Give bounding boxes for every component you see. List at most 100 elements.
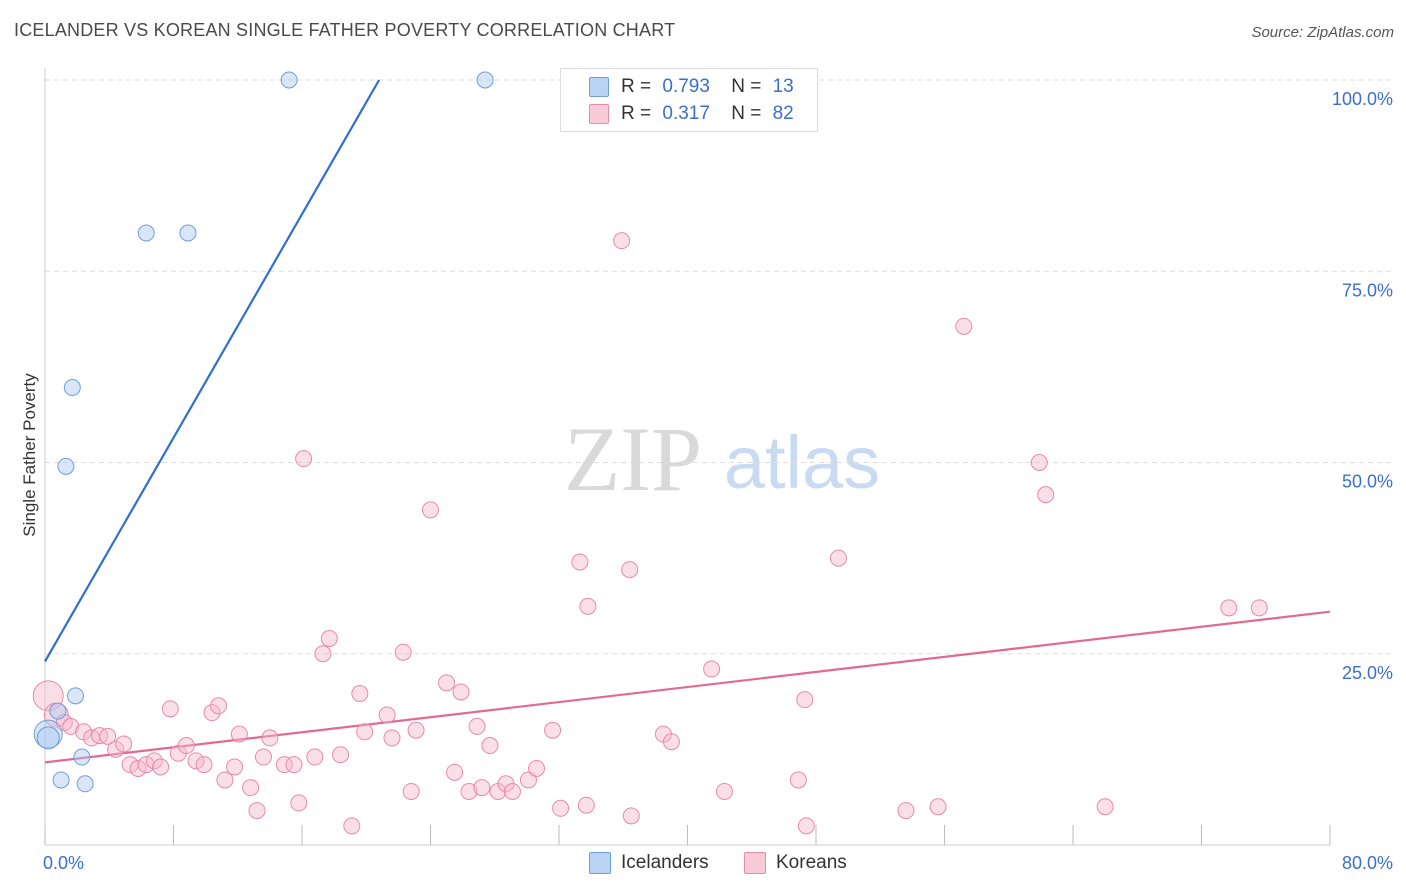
x-tick-label: 80.0% — [1342, 853, 1393, 873]
korean-point — [62, 717, 80, 735]
korean-point — [955, 317, 973, 335]
korean-point — [306, 748, 324, 766]
korean-point — [460, 782, 478, 800]
korean-point — [621, 561, 639, 579]
korean-point — [481, 737, 499, 755]
korean-point — [1220, 599, 1238, 617]
icelanders-legend-swatch — [589, 852, 611, 874]
korean-point — [242, 779, 260, 797]
korean-point — [394, 643, 412, 661]
koreans-legend-swatch — [744, 852, 766, 874]
gridlines — [45, 79, 1392, 655]
x-tick-label: 0.0% — [43, 853, 84, 873]
korean-point — [797, 817, 815, 835]
n-label: N = — [731, 76, 762, 97]
korean-point — [407, 721, 425, 739]
icelander-point — [179, 224, 197, 242]
korean-point — [314, 645, 332, 663]
korean-point — [1096, 798, 1114, 816]
icelander-point — [137, 224, 155, 242]
korean-point — [295, 450, 313, 468]
korean-point — [332, 746, 350, 764]
n-value: 13 — [772, 76, 794, 97]
watermark: ZIP atlas — [564, 408, 880, 510]
icelander-point — [57, 457, 75, 475]
korean-point — [383, 729, 401, 747]
korean-point — [1037, 486, 1055, 504]
korean-point — [137, 756, 155, 774]
korean-point — [703, 660, 721, 678]
n-value: 82 — [772, 103, 794, 124]
korean-point — [544, 721, 562, 739]
icelander-point — [476, 71, 494, 89]
y-axis-label: Single Father Poverty — [20, 373, 39, 537]
korean-point — [1250, 599, 1268, 617]
korean-point — [209, 697, 227, 715]
korean-point — [261, 729, 279, 747]
korean-point — [829, 549, 847, 567]
korean-point — [552, 799, 570, 817]
korean-point — [402, 782, 420, 800]
data-points — [32, 71, 1268, 835]
icelander-point — [63, 379, 81, 397]
korean-point — [275, 756, 293, 774]
y-tick-label: 50.0% — [1342, 472, 1393, 492]
r-label: R = — [621, 76, 652, 97]
korean-point — [452, 683, 470, 701]
legend-item-icelanders: Icelanders — [589, 852, 709, 874]
korean-point — [579, 597, 597, 615]
korean-point — [929, 798, 947, 816]
korean-point — [613, 232, 631, 250]
korean-point — [230, 725, 248, 743]
korean-point — [290, 794, 308, 812]
korean-point — [248, 802, 266, 820]
icelander-point — [76, 775, 94, 793]
korean-point — [1030, 454, 1048, 471]
axes — [44, 68, 1331, 846]
tick-labels: 25.0% 50.0% 75.0% 100.0% 0.0% 80.0% — [43, 89, 1393, 873]
chart-title: ICELANDER VS KOREAN SINGLE FATHER POVERT… — [14, 20, 676, 40]
legend-label-koreans: Koreans — [776, 852, 847, 873]
icelander-point — [33, 719, 63, 749]
korean-point — [468, 717, 486, 735]
korean-point — [662, 733, 680, 751]
source-label: Source: ZipAtlas.com — [1251, 24, 1394, 41]
korean-point — [195, 756, 213, 774]
korean-point — [422, 501, 439, 519]
korean-point — [789, 771, 807, 789]
korean-point — [203, 704, 221, 722]
y-tick-label: 75.0% — [1342, 280, 1393, 300]
korean-point — [161, 700, 179, 718]
korean-point — [320, 629, 338, 647]
r-value: 0.793 — [662, 76, 710, 97]
koreans-trend-line — [44, 610, 1331, 764]
korean-point — [577, 796, 595, 814]
icelanders-trend-line — [44, 79, 381, 662]
korean-point — [622, 807, 640, 825]
korean-point — [503, 782, 521, 800]
korean-point — [216, 771, 234, 789]
korean-point — [897, 802, 915, 820]
korean-point — [115, 735, 133, 753]
r-value: 0.317 — [662, 103, 710, 124]
korean-point — [446, 763, 464, 781]
korean-point — [378, 706, 396, 724]
legend-item-koreans: Koreans — [744, 852, 847, 874]
trend-lines — [44, 79, 1331, 764]
korean-point — [351, 685, 369, 703]
korean-point — [796, 691, 814, 709]
icelanders-swatch — [589, 77, 609, 97]
korean-point — [473, 779, 491, 797]
y-tick-label: 25.0% — [1342, 663, 1393, 683]
korean-point — [129, 760, 147, 777]
icelander-point — [67, 687, 85, 705]
y-tick-label: 100.0% — [1332, 89, 1393, 109]
korean-point — [571, 553, 589, 571]
koreans-swatch — [589, 104, 609, 124]
icelander-point — [52, 771, 70, 789]
korean-point — [99, 727, 117, 745]
correlation-legend: R = 0.793 N = 13 R = 0.317 N = 82 — [560, 68, 818, 132]
korean-point — [356, 723, 374, 741]
korean-point — [715, 782, 733, 800]
